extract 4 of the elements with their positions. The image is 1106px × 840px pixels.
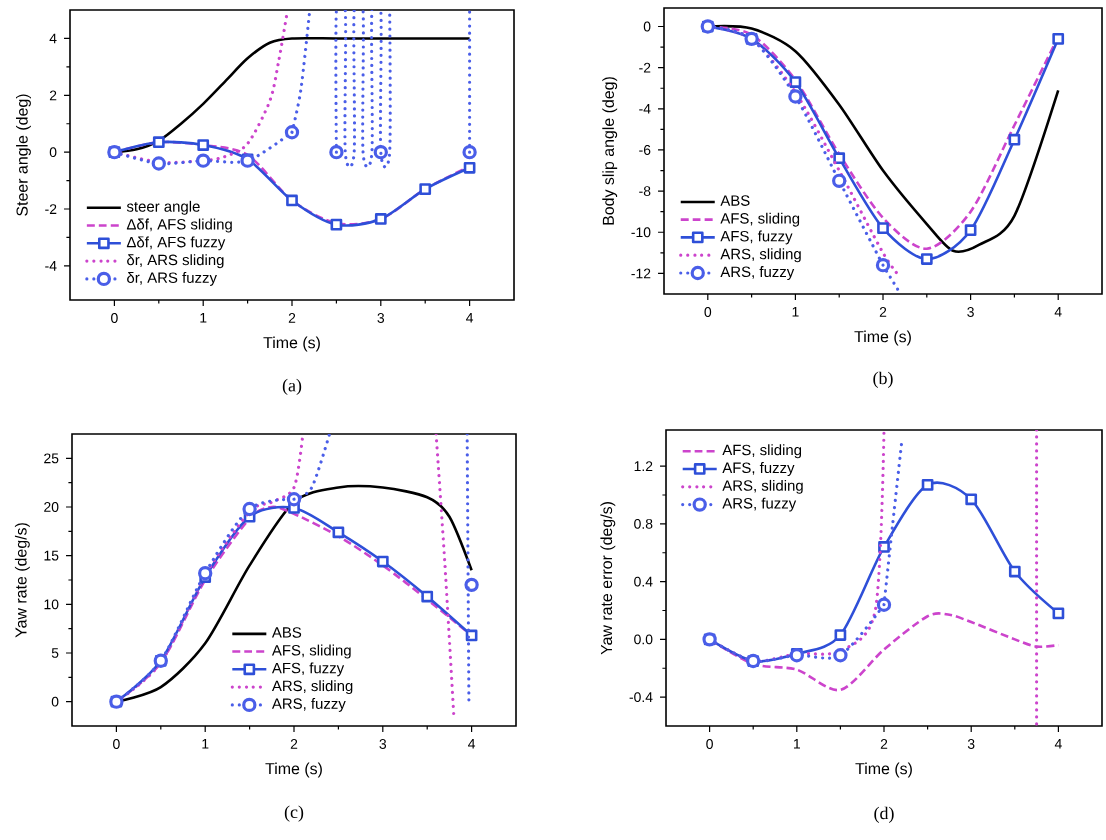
- text: (b): [873, 371, 893, 388]
- text: (d): [874, 806, 894, 823]
- text: (c): [284, 805, 304, 822]
- text: (a): [282, 378, 302, 396]
